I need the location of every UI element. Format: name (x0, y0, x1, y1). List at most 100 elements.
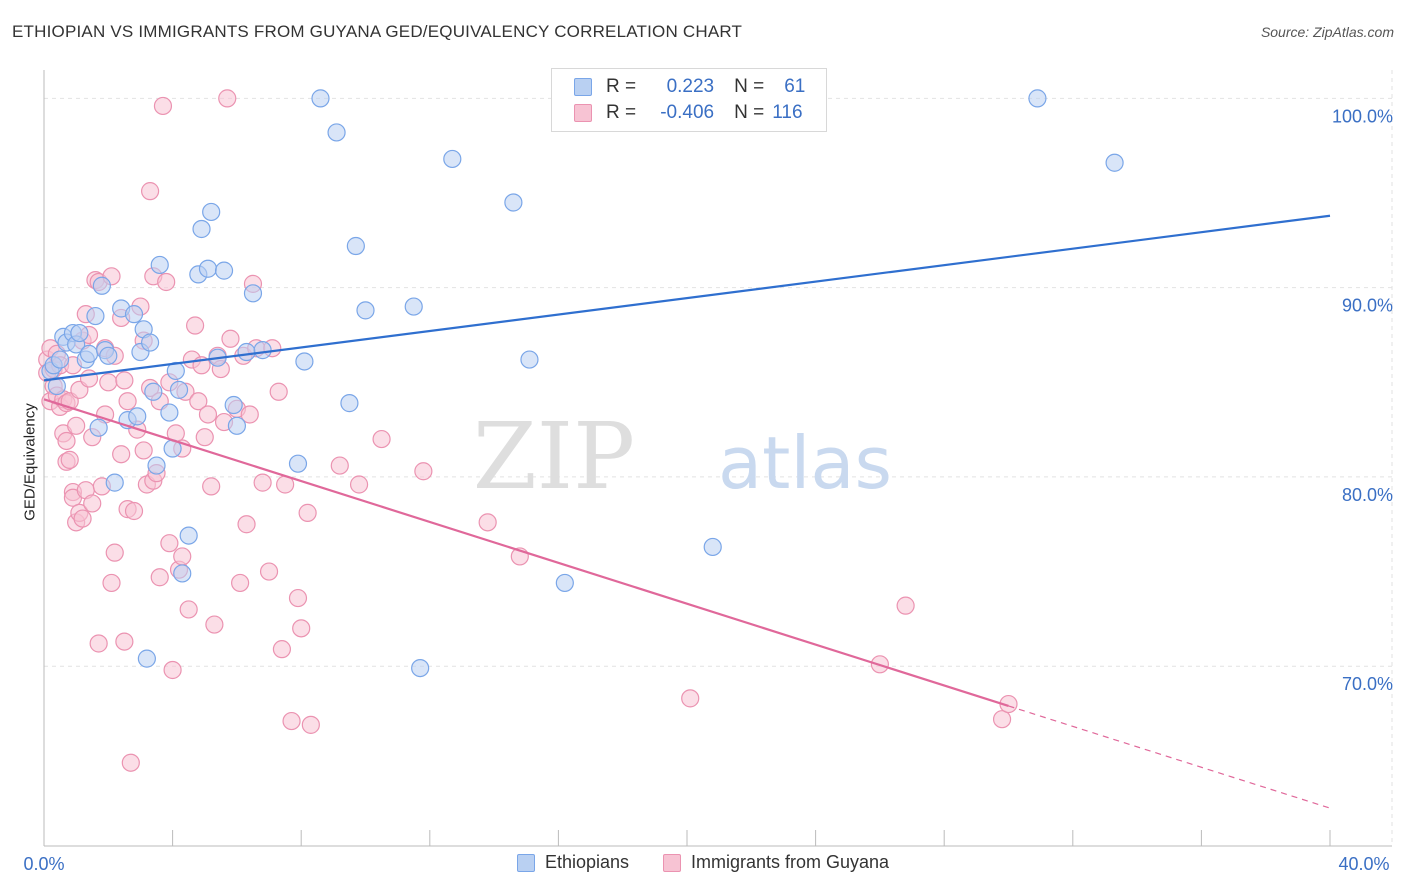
data-point (105, 543, 124, 562)
data-point (311, 89, 330, 108)
data-point (160, 403, 179, 422)
data-point (128, 407, 147, 426)
data-point (73, 509, 92, 528)
data-point (57, 431, 76, 451)
trend-line-guyana (43, 398, 1009, 707)
data-point (218, 89, 237, 108)
data-point (137, 649, 156, 668)
data-point (292, 619, 311, 638)
data-point (1105, 153, 1124, 172)
data-point (240, 405, 259, 424)
data-point (205, 615, 224, 634)
data-point (231, 573, 250, 593)
data-point (520, 350, 539, 369)
n-value: 116 (772, 102, 803, 123)
data-point (259, 562, 279, 581)
data-point (703, 537, 722, 557)
data-point (443, 149, 462, 169)
data-point (681, 689, 700, 708)
guyana-swatch (574, 104, 592, 122)
data-point (992, 710, 1012, 729)
data-point (173, 547, 192, 566)
ethiopians-swatch (516, 853, 535, 872)
trend-line-ethiopians (43, 214, 1331, 382)
data-point (105, 473, 124, 492)
data-point (70, 323, 89, 343)
data-point (327, 123, 346, 142)
data-point (555, 573, 574, 593)
data-point (124, 501, 144, 521)
data-point (50, 350, 70, 369)
data-point (99, 346, 118, 365)
data-point (224, 395, 243, 415)
data-point (121, 753, 140, 772)
data-point (282, 711, 301, 731)
data-point (92, 276, 111, 295)
data-point (414, 462, 433, 481)
data-point (153, 96, 173, 116)
data-point (179, 526, 198, 545)
data-point (340, 394, 359, 413)
source-credit: Source: ZipAtlas.com (1260, 24, 1394, 40)
data-point (140, 333, 160, 352)
data-point (269, 382, 288, 401)
data-point (356, 301, 375, 320)
data-point (298, 503, 317, 522)
guyana-swatch (663, 853, 681, 872)
data-point (288, 588, 308, 608)
data-point (173, 564, 192, 583)
series-ethiopians-points (41, 89, 1124, 678)
data-point (67, 416, 86, 435)
data-point (118, 392, 137, 411)
data-point (221, 329, 240, 348)
y-tick-label: 80.0% (1342, 485, 1393, 505)
data-point (86, 306, 105, 326)
data-point (237, 515, 256, 534)
trend-line-guyana-extrapolated (1008, 705, 1331, 809)
r-value: -0.406 (660, 102, 715, 123)
watermark-atlas: atlas (718, 421, 892, 505)
data-point (99, 373, 118, 392)
stats-row-guyana: R = -0.406 N = 116 (574, 102, 803, 124)
data-point (89, 418, 108, 437)
data-point (47, 376, 66, 396)
y-tick-labels: 70.0% 80.0% 90.0% 100.0% (1332, 106, 1393, 694)
data-point (79, 369, 99, 388)
data-point (140, 182, 160, 201)
data-point (295, 352, 314, 371)
y-tick-label: 90.0% (1342, 296, 1393, 316)
r-label: R = (606, 76, 637, 97)
r-label: R = (606, 102, 637, 123)
data-point (102, 573, 121, 593)
legend: Ethiopians Immigrants from Guyana (0, 852, 1406, 873)
legend-label: Immigrants from Guyana (691, 852, 890, 872)
data-point (272, 640, 292, 659)
x-tick-label: 0.0% (23, 854, 64, 874)
data-point (169, 380, 189, 399)
data-point (404, 297, 423, 316)
data-point (186, 316, 205, 335)
legend-item-ethiopians[interactable]: Ethiopians (516, 852, 629, 873)
data-point (150, 255, 169, 275)
data-point (478, 513, 497, 532)
data-point (192, 219, 211, 239)
stats-row-ethiopians: R = 0.223 N = 61 (574, 76, 805, 98)
n-label: N = (734, 102, 765, 123)
data-point (198, 405, 218, 424)
legend-item-guyana[interactable]: Immigrants from Guyana (663, 852, 889, 873)
data-point (227, 416, 246, 435)
watermark: ZIP atlas (473, 403, 892, 510)
stats-box: R = 0.223 N = 61 R = -0.406 N = 116 (551, 68, 827, 132)
data-point (163, 660, 182, 680)
y-tick-label: 70.0% (1342, 674, 1393, 694)
data-point (253, 473, 272, 492)
data-point (83, 494, 102, 513)
data-point (134, 441, 153, 460)
watermark-zip: ZIP (473, 403, 635, 510)
data-point (115, 371, 134, 390)
data-point (144, 382, 163, 401)
x-tick-label: 40.0% (1338, 854, 1389, 874)
data-point (504, 193, 523, 212)
data-point (79, 344, 99, 364)
